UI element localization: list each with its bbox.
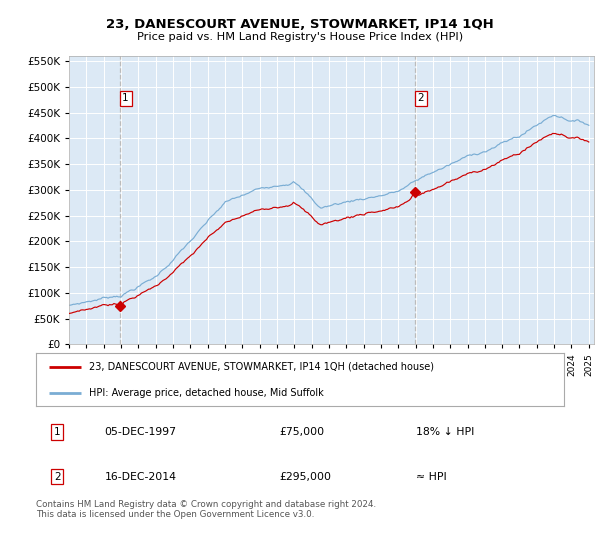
- Text: 18% ↓ HPI: 18% ↓ HPI: [416, 427, 475, 437]
- Text: 23, DANESCOURT AVENUE, STOWMARKET, IP14 1QH: 23, DANESCOURT AVENUE, STOWMARKET, IP14 …: [106, 18, 494, 31]
- Text: 1: 1: [122, 94, 129, 104]
- Text: 16-DEC-2014: 16-DEC-2014: [104, 472, 176, 482]
- Text: £75,000: £75,000: [279, 427, 324, 437]
- Text: 2: 2: [54, 472, 61, 482]
- Text: 23, DANESCOURT AVENUE, STOWMARKET, IP14 1QH (detached house): 23, DANESCOURT AVENUE, STOWMARKET, IP14 …: [89, 362, 434, 372]
- Text: 2: 2: [418, 94, 424, 104]
- Text: 1: 1: [54, 427, 61, 437]
- Text: Price paid vs. HM Land Registry's House Price Index (HPI): Price paid vs. HM Land Registry's House …: [137, 32, 463, 42]
- Text: 05-DEC-1997: 05-DEC-1997: [104, 427, 176, 437]
- Text: ≈ HPI: ≈ HPI: [416, 472, 447, 482]
- Text: £295,000: £295,000: [279, 472, 331, 482]
- Text: Contains HM Land Registry data © Crown copyright and database right 2024.
This d: Contains HM Land Registry data © Crown c…: [36, 500, 376, 519]
- Text: HPI: Average price, detached house, Mid Suffolk: HPI: Average price, detached house, Mid …: [89, 388, 323, 398]
